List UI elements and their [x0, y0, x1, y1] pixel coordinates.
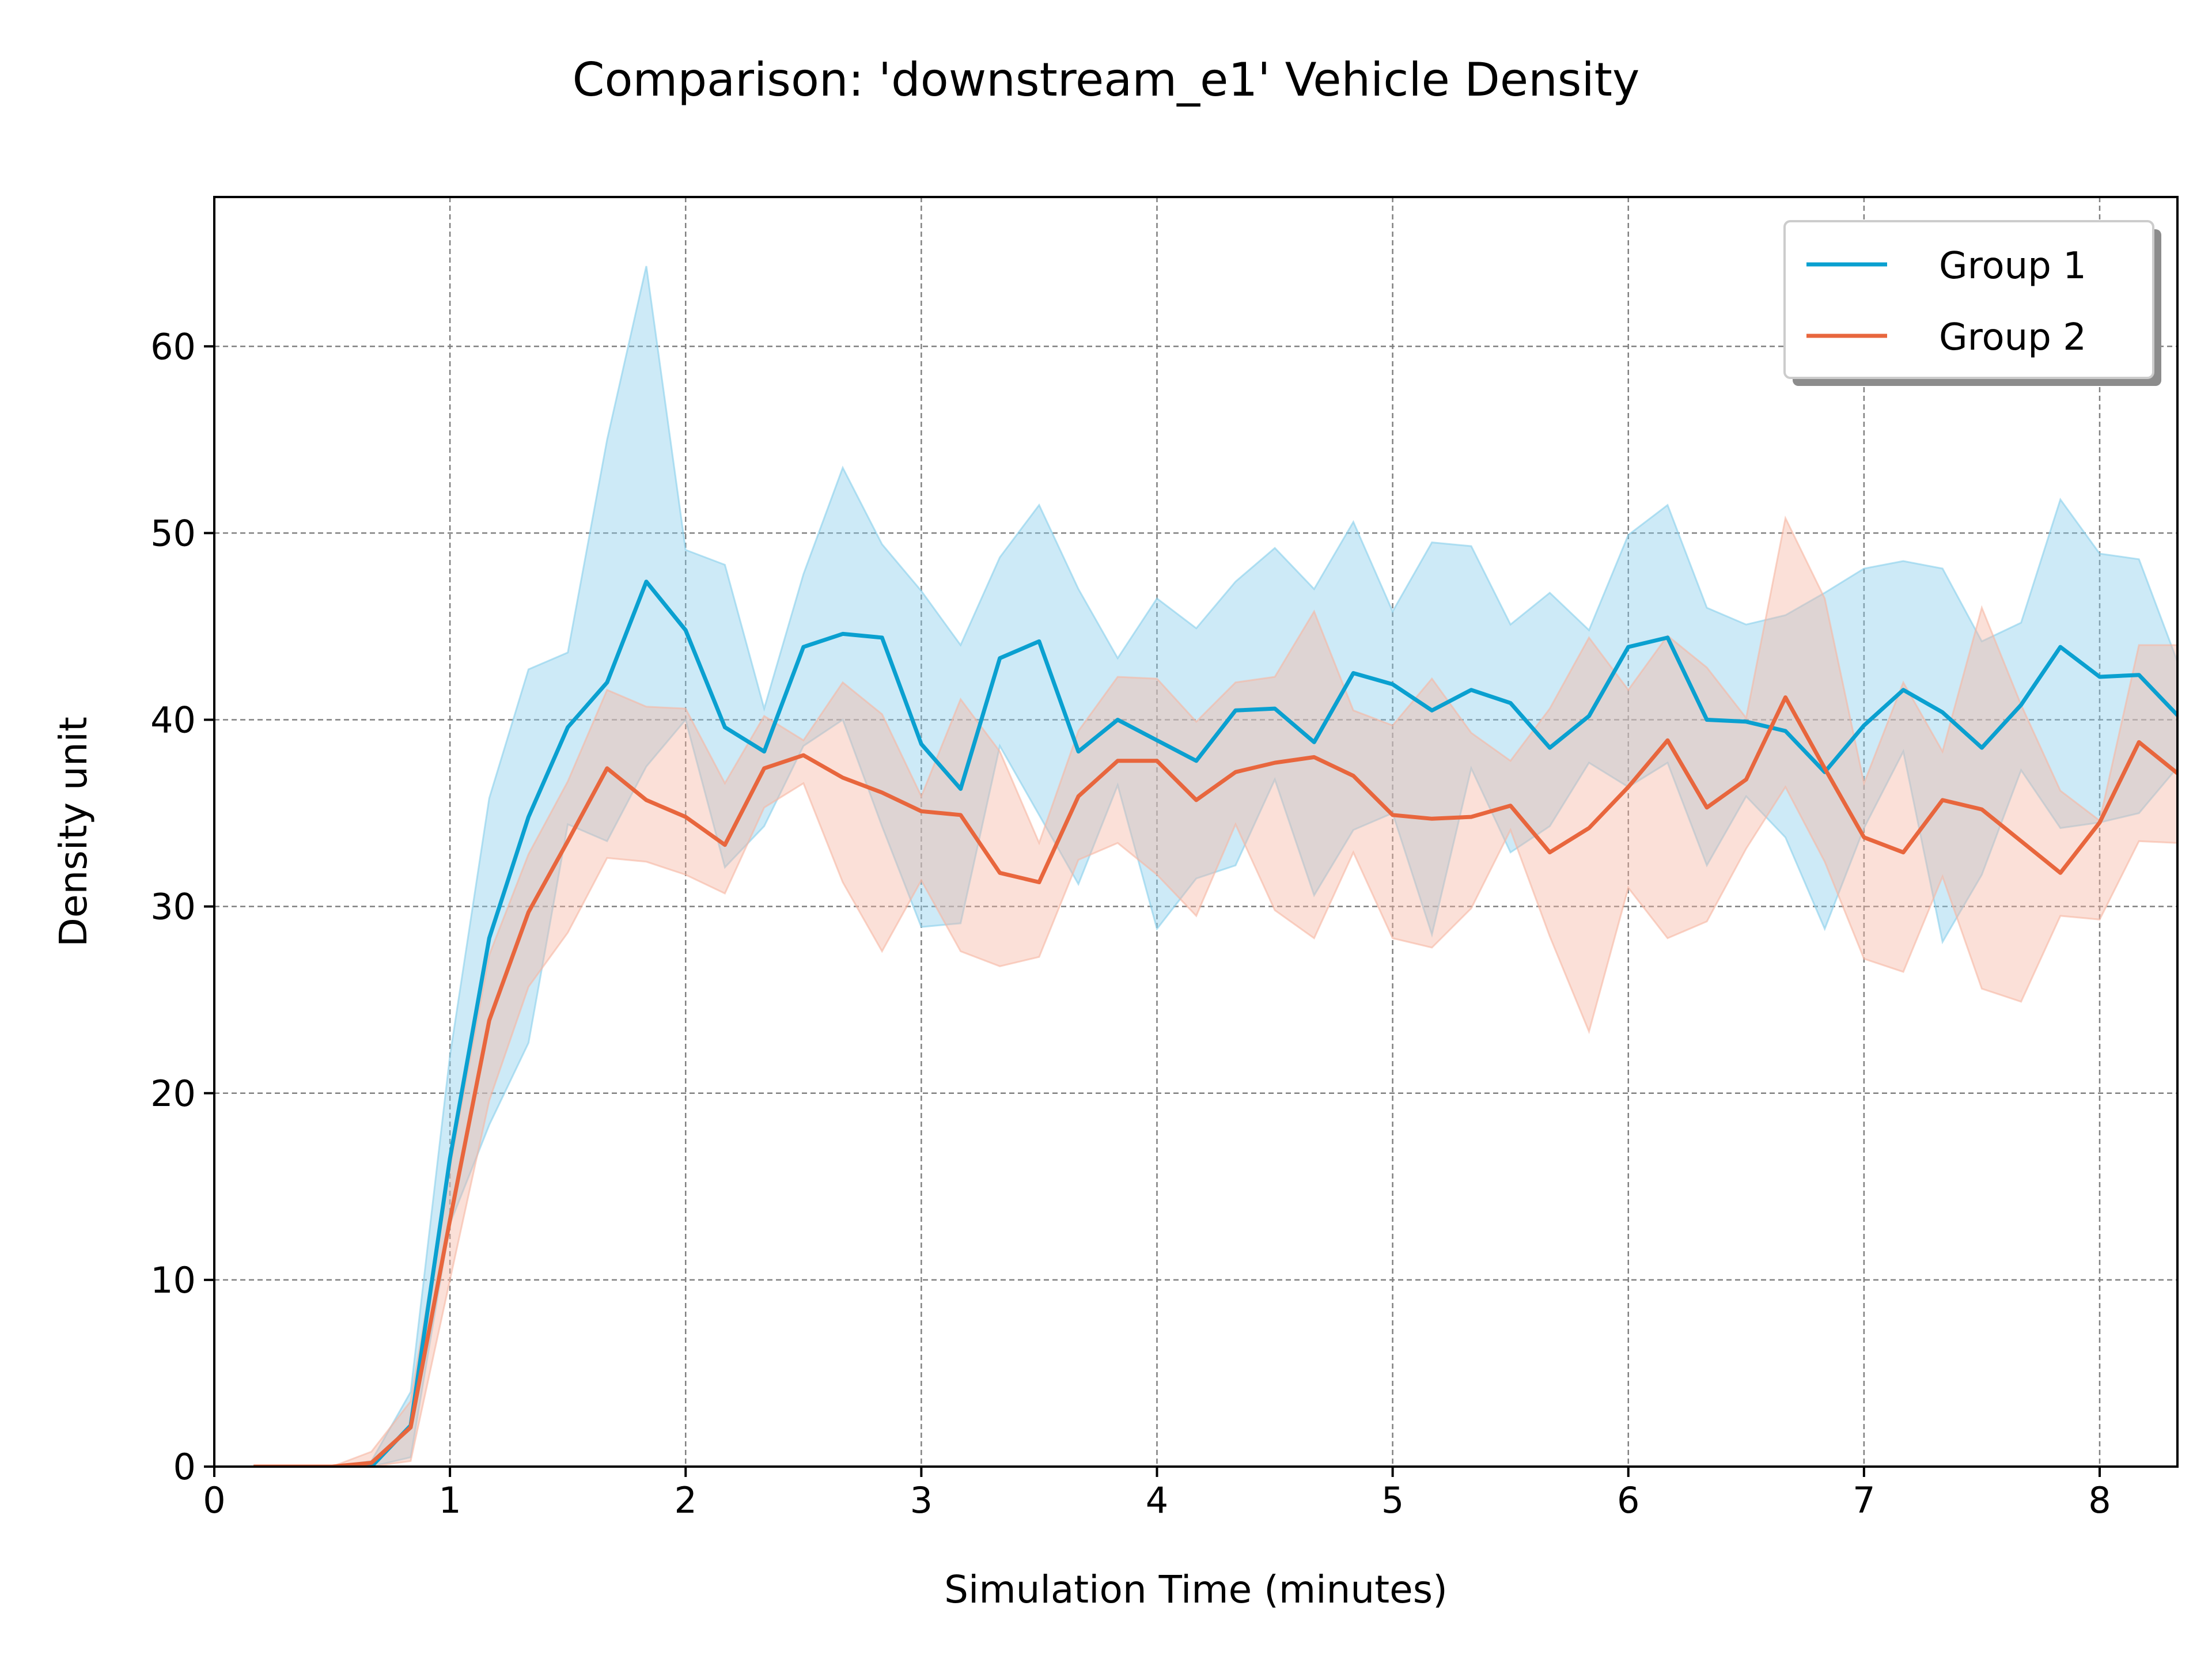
y-tick-label: 20 — [150, 1073, 196, 1115]
legend-label-1: Group 1 — [1939, 245, 2086, 287]
y-axis-title: Density unit — [51, 717, 96, 947]
x-axis-title: Simulation Time (minutes) — [944, 1567, 1448, 1612]
band-series-1 — [253, 266, 2177, 1467]
legend-box — [1783, 220, 2154, 379]
y-axis-ticks: 0 10 20 30 40 50 60 — [150, 325, 214, 1488]
y-tick-label: 10 — [150, 1259, 196, 1301]
y-tick-label: 60 — [150, 325, 196, 368]
x-tick-label: 8 — [2088, 1479, 2111, 1521]
y-tick-label: 50 — [150, 512, 196, 554]
x-tick-label: 6 — [1617, 1479, 1639, 1521]
legend-label-2: Group 2 — [1939, 316, 2086, 359]
line-series-1 — [253, 579, 2177, 1467]
x-tick-label: 4 — [1146, 1479, 1168, 1521]
chart-title: Comparison: 'downstream_e1' Vehicle Dens… — [573, 53, 1640, 107]
x-tick-label: 5 — [1381, 1479, 1404, 1521]
line-series-2 — [253, 695, 2177, 1467]
legend: Group 1 Group 2 — [1783, 220, 2161, 386]
x-tick-label: 0 — [203, 1479, 225, 1521]
band-series-2 — [253, 515, 2177, 1467]
x-axis-ticks: 0 1 2 3 4 5 6 7 8 — [203, 1467, 2111, 1521]
plot-frame — [213, 196, 2179, 1468]
confidence-bands — [253, 266, 2177, 1467]
y-tick-label: 0 — [173, 1446, 196, 1488]
x-tick-label: 3 — [910, 1479, 933, 1521]
x-tick-label: 2 — [675, 1479, 697, 1521]
y-tick-label: 40 — [150, 699, 196, 741]
x-tick-label: 1 — [438, 1479, 461, 1521]
x-tick-label: 7 — [1853, 1479, 1875, 1521]
series-lines — [253, 579, 2177, 1467]
y-tick-label: 30 — [150, 886, 196, 928]
